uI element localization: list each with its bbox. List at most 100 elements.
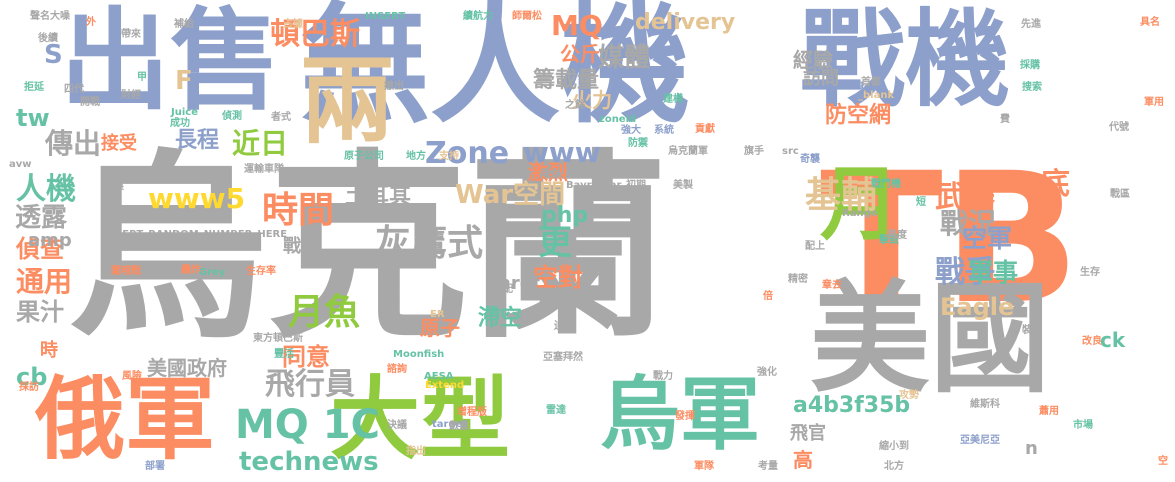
cloud-word: 原子公司 — [344, 151, 384, 162]
cloud-word: 接受 — [101, 133, 137, 154]
cloud-word: 強大 — [621, 125, 641, 136]
cloud-word: 補給 — [174, 19, 194, 30]
cloud-word: 部署 — [145, 461, 165, 472]
cloud-word: 之餘 — [565, 100, 585, 111]
cloud-word: 軍隊 — [694, 461, 714, 472]
cloud-word: tw — [16, 104, 50, 132]
cloud-word: 後續 — [38, 33, 58, 44]
cloud-word: Bayraktar — [566, 180, 622, 191]
cloud-word: 兩 — [300, 47, 396, 157]
cloud-word: 時 — [40, 340, 58, 361]
cloud-word: href — [498, 273, 540, 294]
cloud-word: technews — [239, 447, 379, 477]
cloud-word: _blank — [858, 90, 895, 101]
cloud-word: Range — [842, 208, 878, 219]
cloud-word: 土耳其 — [345, 184, 412, 209]
cloud-word: 裝甲 — [1022, 325, 1042, 336]
cloud-word: Grey — [199, 267, 226, 278]
cloud-word: 大型 — [330, 367, 510, 472]
cloud-word: 擊毀 — [879, 235, 899, 246]
cloud-word: 滯空 — [478, 306, 523, 331]
cloud-word: 蕭用 — [1039, 406, 1059, 417]
cloud-word: MQ — [551, 9, 603, 42]
cloud-word: 帶來 — [121, 29, 141, 40]
cloud-word: 迫使 — [554, 321, 574, 332]
cloud-word: 基輔 — [805, 175, 878, 216]
cloud-word: 聲名大噪 — [30, 11, 70, 22]
cloud-word: 空 — [1158, 456, 1168, 467]
cloud-word: 首都 — [861, 77, 881, 88]
cloud-word: INSERT — [365, 11, 406, 22]
cloud-word: 頓巴斯 — [270, 17, 360, 52]
cloud-word: img — [843, 79, 865, 90]
cloud-word: amp — [28, 230, 72, 251]
cloud-word: 搜索 — [1022, 82, 1042, 93]
cloud-word: 維斯科 — [970, 399, 1000, 410]
cloud-word: 先進 — [1021, 19, 1041, 30]
cloud-word: F — [175, 66, 193, 96]
cloud-word: 小時 — [538, 288, 578, 312]
cloud-word: 者式 — [271, 112, 291, 123]
cloud-word: 更 — [538, 223, 572, 263]
cloud-word: 戰機 — [800, 0, 1011, 121]
cloud-word: 飛官 — [790, 423, 826, 444]
cloud-word: delivery — [635, 10, 736, 35]
cloud-word: 續航力 — [463, 11, 493, 22]
cloud-word: 透露 — [15, 203, 68, 233]
cloud-word: 成功 — [170, 118, 190, 129]
cloud-word: 開戰 — [80, 97, 100, 108]
cloud-word: 再度 — [887, 230, 907, 241]
cloud-word: zoneid — [599, 114, 637, 125]
cloud-word: 訪問 — [803, 68, 839, 89]
cloud-word: 果汁 — [16, 298, 64, 326]
cloud-word: 占據 — [283, 19, 303, 30]
cloud-word: 採購 — [1020, 60, 1040, 71]
cloud-word: 改良 — [1082, 336, 1102, 347]
cloud-word: 近日 — [232, 127, 289, 160]
cloud-word: INSERT_RANDOM_NUMBER_HERE — [103, 229, 288, 240]
cloud-word: 烏克蘭 — [68, 133, 669, 366]
cloud-word: 出售 — [60, 0, 280, 125]
cloud-word: 指出 — [406, 446, 426, 457]
cloud-word: 空對 — [533, 263, 584, 292]
cloud-word: 奇襲 — [800, 154, 820, 165]
cloud-word: 旗手 — [744, 146, 764, 157]
cloud-word: 同意 — [282, 343, 330, 371]
cloud-word: 亞美尼亞 — [960, 435, 1000, 446]
cloud-word: 外 — [86, 17, 96, 28]
cloud-word: 時間 — [262, 190, 335, 231]
cloud-word: 強化 — [757, 367, 777, 378]
cloud-word: 豐活 — [274, 349, 294, 360]
cloud-word: 軍事 — [968, 258, 1019, 287]
cloud-word: 闖哦戰 — [111, 266, 141, 277]
cloud-word: 戰線 — [283, 236, 319, 257]
cloud-word: MQ 1C — [235, 402, 380, 448]
cloud-word: cb — [16, 363, 48, 391]
cloud-word: War空間 — [455, 180, 566, 210]
cloud-word: 支持 — [439, 151, 459, 162]
cloud-word: 戰鬥機 — [871, 179, 901, 190]
cloud-word: 籌載量 — [533, 68, 600, 93]
cloud-word: 長程 — [175, 128, 220, 153]
cloud-word: 戰爭 — [935, 255, 995, 290]
cloud-word: 經驗 — [793, 48, 833, 72]
cloud-word: 激烈 — [528, 160, 568, 184]
cloud-word: 轟炸 — [181, 265, 201, 276]
cloud-word: 採訪 — [19, 382, 39, 393]
cloud-word: 軍用 — [1144, 97, 1164, 108]
cloud-word: Moonfish — [393, 349, 445, 360]
cloud-word: 雷達 — [546, 405, 566, 416]
cloud-word: 貢獻 — [695, 124, 715, 135]
cloud-word: 風險 — [122, 371, 142, 382]
cloud-word: 南方 — [540, 169, 560, 180]
cloud-word: 縮小到 — [879, 441, 909, 452]
cloud-word: 短 — [916, 197, 926, 208]
cloud-word: 防空網 — [825, 103, 892, 128]
cloud-word: 拒延 — [24, 82, 44, 93]
cloud-word: 武器 — [935, 180, 995, 215]
cloud-word: 建構 — [663, 94, 683, 105]
cloud-word: 東方頓巴斯 — [253, 333, 303, 344]
cloud-word: 高 — [793, 448, 813, 472]
cloud-word: 師爾松 — [512, 11, 542, 22]
